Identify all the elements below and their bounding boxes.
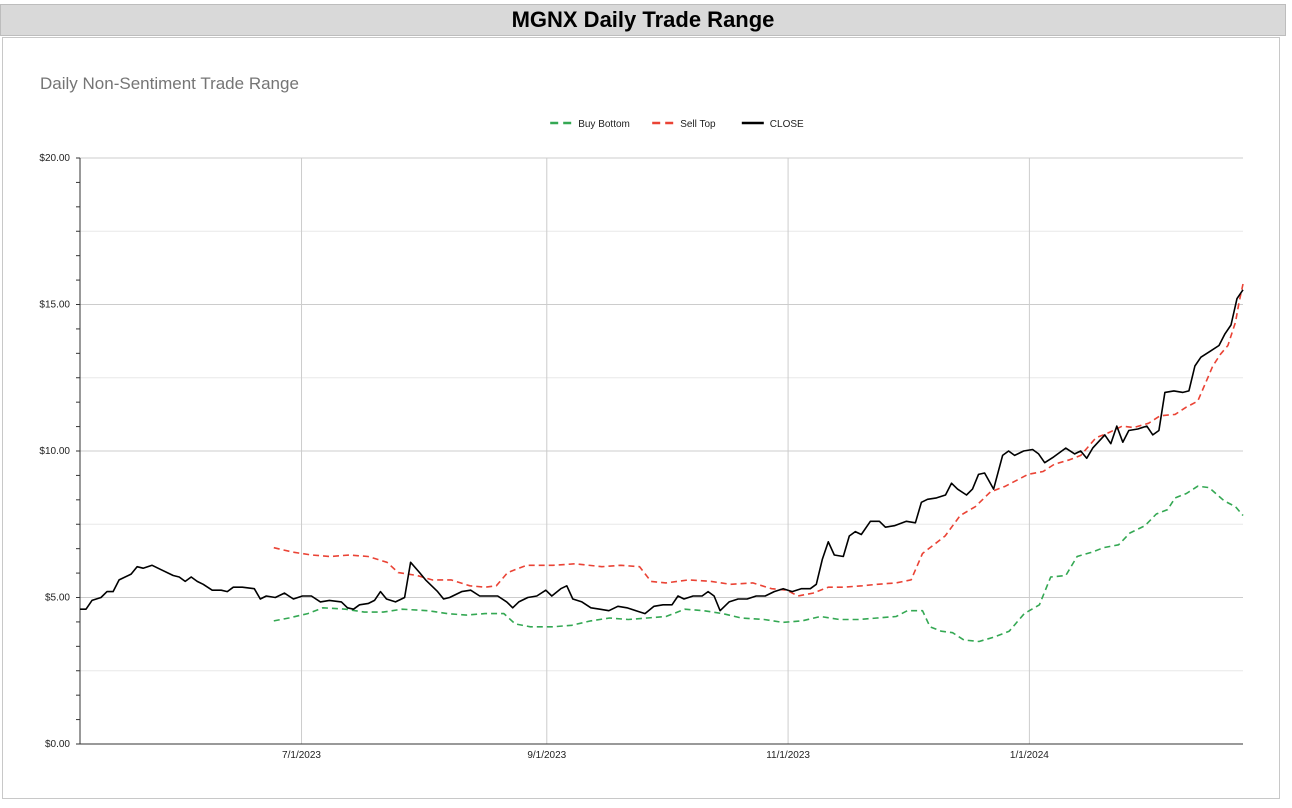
legend-label-sell-top: Sell Top [680,119,716,130]
y-tick-label: $0.00 [45,739,70,750]
y-tick-label: $15.00 [39,300,70,311]
chart-legend: Buy Bottom Sell Top CLOSE [550,119,804,130]
x-tick-label: 1/1/2024 [1010,750,1049,761]
y-tick-label: $10.00 [39,446,70,457]
y-tick-label: $5.00 [45,593,70,604]
x-tick-label: 7/1/2023 [282,750,321,761]
sheet-title-cell[interactable]: MGNX Daily Trade Range [0,4,1286,36]
x-tick-label: 11/1/2023 [766,750,810,761]
legend-label-buy-bottom: Buy Bottom [578,119,630,130]
chart-axes: 7/1/2023 9/1/2023 11/1/2023 1/1/2024 $0.00 $5… [39,153,1243,761]
y-tick-label: $20.00 [39,153,70,164]
sheet-title: MGNX Daily Trade Range [511,7,775,32]
series-line-sell-top [273,283,1244,597]
series-line-close [80,289,1244,615]
chart-title: Daily Non-Sentiment Trade Range [40,74,299,93]
legend-label-close: CLOSE [770,119,804,130]
chart-frame[interactable] [2,37,1280,799]
chart-gridlines [80,157,1243,745]
x-tick-label: 9/1/2023 [527,750,566,761]
series-line-buy-bottom [273,485,1244,643]
chart-series [80,283,1244,643]
